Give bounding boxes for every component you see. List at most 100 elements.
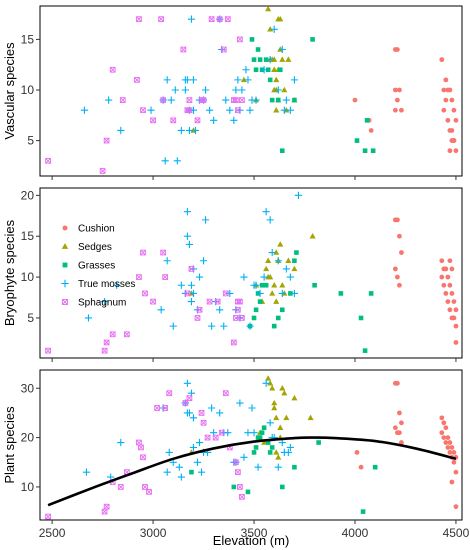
- point-cushion: [397, 282, 402, 288]
- point-sphagnum: [136, 16, 142, 23]
- point-true-mosses: [193, 458, 202, 466]
- point-sphagnum: [230, 339, 237, 346]
- point-sedges: [263, 265, 270, 272]
- point-true-mosses: [262, 208, 270, 216]
- point-grasses: [259, 430, 265, 435]
- point-cushion: [394, 274, 400, 280]
- point-sphagnum: [162, 405, 169, 411]
- point-cushion: [445, 274, 451, 280]
- point-sphagnum: [123, 331, 130, 338]
- point-grasses: [275, 315, 281, 321]
- point-true-mosses: [274, 86, 282, 94]
- point-true-mosses: [163, 468, 171, 476]
- point-grasses: [277, 67, 283, 73]
- point-grasses: [370, 148, 376, 154]
- point-grasses: [294, 250, 299, 255]
- point-sphagnum: [180, 46, 187, 53]
- point-sedges: [261, 439, 268, 445]
- point-true-mosses: [210, 116, 218, 124]
- point-grasses: [310, 37, 315, 42]
- point-cushion: [445, 435, 451, 440]
- point-true-mosses: [290, 76, 299, 84]
- point-sedges: [285, 257, 292, 263]
- point-true-mosses: [286, 443, 294, 452]
- point-sedges: [240, 76, 247, 83]
- point-true-mosses: [208, 322, 216, 330]
- point-grasses: [362, 348, 368, 353]
- point-sphagnum: [117, 484, 124, 490]
- point-true-mosses: [282, 265, 290, 273]
- x-tick-label: 2500: [39, 526, 66, 540]
- point-sphagnum: [204, 434, 211, 441]
- point-true-mosses: [266, 419, 274, 427]
- point-sphagnum: [237, 298, 243, 305]
- point-sedges: [273, 249, 280, 255]
- point-true-mosses: [189, 443, 198, 452]
- y-tick-label: 15: [21, 229, 35, 243]
- point-true-mosses: [117, 438, 125, 447]
- panel-vascular-frame: [39, 5, 463, 177]
- point-sphagnum: [239, 493, 245, 500]
- point-sphagnum: [158, 16, 164, 23]
- point-sphagnum: [119, 97, 126, 103]
- point-sedges: [279, 385, 286, 391]
- point-true-mosses: [195, 438, 204, 447]
- point-cushion: [441, 435, 447, 440]
- point-cushion: [453, 469, 459, 475]
- point-cushion: [399, 420, 404, 426]
- point-sedges: [269, 385, 276, 391]
- point-true-mosses: [240, 273, 248, 281]
- point-true-mosses: [185, 126, 194, 135]
- point-true-mosses: [187, 281, 196, 289]
- point-sphagnum: [186, 107, 193, 114]
- point-sedges: [269, 290, 276, 296]
- y-tick-label: 20: [21, 431, 35, 445]
- point-true-mosses: [101, 298, 109, 306]
- point-sedges: [271, 56, 278, 62]
- point-grasses: [253, 445, 259, 450]
- point-sedges: [265, 6, 272, 12]
- point-sphagnum: [103, 137, 110, 144]
- point-sedges: [281, 86, 288, 93]
- point-true-mosses: [189, 289, 198, 298]
- point-true-mosses: [234, 76, 242, 84]
- point-true-mosses: [175, 463, 183, 471]
- point-true-mosses: [230, 116, 238, 124]
- panel-bryophyte-yticks: 5 10 15 20: [21, 188, 457, 362]
- point-grasses: [253, 67, 259, 73]
- point-true-mosses: [163, 257, 171, 265]
- point-sphagnum: [186, 395, 193, 401]
- x-tick-label: 4500: [443, 526, 470, 540]
- point-cushion: [439, 57, 445, 63]
- point-cushion: [443, 266, 449, 272]
- point-sedges: [275, 15, 282, 22]
- point-grasses: [372, 464, 378, 470]
- point-grasses: [259, 282, 265, 288]
- point-sphagnum: [235, 469, 241, 475]
- point-true-mosses: [244, 76, 252, 84]
- point-grasses: [265, 67, 271, 73]
- point-true-mosses: [268, 248, 276, 257]
- point-cushion: [447, 450, 453, 455]
- point-grasses: [251, 315, 257, 321]
- point-cushion: [394, 47, 400, 52]
- point-grasses: [279, 148, 285, 154]
- point-sedges: [273, 107, 280, 113]
- point-sedges: [307, 414, 314, 421]
- point-true-mosses: [163, 76, 171, 84]
- point-true-mosses: [282, 96, 290, 104]
- point-cushion: [447, 87, 453, 93]
- point-cushion: [447, 282, 453, 288]
- point-sphagnum: [237, 484, 243, 490]
- point-cushion: [451, 315, 457, 321]
- point-sedges: [265, 375, 272, 381]
- point-sedges: [291, 265, 298, 272]
- point-cushion: [451, 450, 457, 455]
- panel-bryophyte-points: [45, 191, 459, 354]
- point-true-mosses: [222, 96, 230, 104]
- point-cushion: [399, 107, 404, 113]
- point-sedges: [283, 414, 290, 421]
- point-cushion: [451, 107, 457, 113]
- point-sphagnum: [150, 298, 156, 305]
- point-sphagnum: [140, 107, 146, 114]
